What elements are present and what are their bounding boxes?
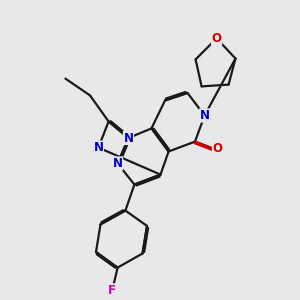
Text: N: N — [200, 109, 210, 122]
Text: F: F — [108, 284, 116, 297]
Text: O: O — [212, 142, 223, 155]
Text: N: N — [123, 131, 134, 145]
Text: O: O — [212, 32, 222, 45]
Text: N: N — [112, 157, 123, 170]
Text: N: N — [93, 141, 103, 154]
